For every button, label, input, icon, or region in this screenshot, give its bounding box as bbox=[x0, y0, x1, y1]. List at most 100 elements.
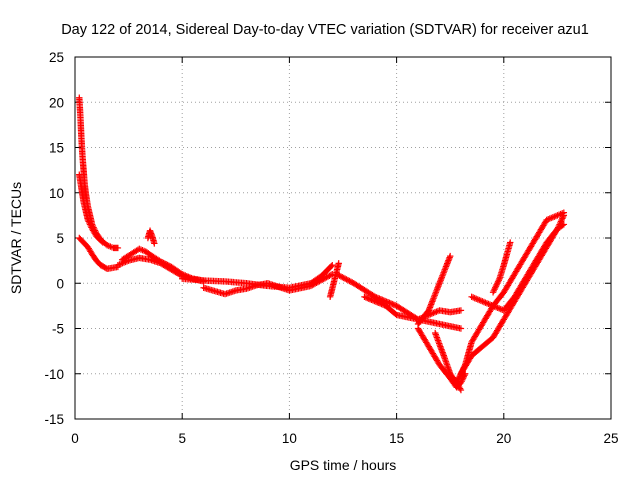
data-point bbox=[454, 376, 462, 384]
data-point bbox=[458, 369, 465, 377]
data-point bbox=[84, 216, 92, 224]
ticks bbox=[74, 56, 612, 420]
data-point bbox=[86, 219, 93, 227]
data-point bbox=[457, 307, 465, 314]
data-point bbox=[473, 295, 480, 302]
data-point bbox=[347, 278, 355, 285]
data-point bbox=[341, 275, 349, 282]
y-tick-label: 20 bbox=[49, 95, 64, 110]
data-point bbox=[543, 216, 550, 224]
series-recovery-c bbox=[453, 209, 568, 386]
series-mid-day-b bbox=[200, 271, 336, 298]
y-tick-label: 10 bbox=[49, 186, 64, 201]
data-point bbox=[123, 258, 131, 265]
x-tick-label: 20 bbox=[496, 431, 511, 446]
y-tick-label: 15 bbox=[49, 141, 64, 156]
y-tick-label: 25 bbox=[49, 50, 64, 65]
series-decay-upper bbox=[76, 94, 122, 252]
data-point bbox=[457, 325, 465, 332]
y-tick-label: -10 bbox=[44, 367, 64, 382]
data-point bbox=[559, 222, 566, 229]
y-axis-label: SDTVAR / TECUs bbox=[8, 182, 24, 294]
data-point bbox=[378, 300, 385, 308]
data-point bbox=[116, 261, 123, 268]
y-tick-labels: -15 -10 -5 0 5 10 15 20 25 bbox=[44, 50, 64, 427]
data-point bbox=[456, 372, 464, 380]
data-point bbox=[377, 296, 385, 303]
data-point bbox=[114, 261, 122, 269]
data-point bbox=[339, 274, 346, 281]
data-point bbox=[548, 214, 555, 222]
data-point bbox=[372, 298, 380, 305]
data-point bbox=[376, 295, 383, 302]
series-drift-b bbox=[118, 245, 207, 285]
data-point bbox=[558, 216, 565, 224]
data-point bbox=[560, 209, 568, 216]
data-point bbox=[507, 239, 514, 246]
data-point bbox=[455, 375, 462, 382]
data-point bbox=[428, 310, 436, 317]
grid bbox=[75, 57, 611, 419]
data-point bbox=[379, 296, 386, 304]
series-descent-cross-a bbox=[414, 325, 469, 391]
x-tick-label: 5 bbox=[178, 431, 186, 446]
data-point bbox=[545, 216, 552, 223]
data-point bbox=[374, 299, 381, 306]
data-point bbox=[361, 293, 368, 301]
data-point bbox=[334, 271, 342, 279]
data-point bbox=[549, 214, 557, 221]
data-point bbox=[457, 371, 464, 378]
data-point bbox=[492, 283, 500, 290]
data-point bbox=[333, 271, 340, 278]
data-point bbox=[447, 252, 454, 260]
data-point bbox=[494, 304, 501, 312]
y-tick-label: 5 bbox=[56, 231, 64, 246]
y-tick-label: -15 bbox=[44, 412, 64, 427]
x-axis-label: GPS time / hours bbox=[290, 457, 397, 473]
data-point bbox=[492, 284, 499, 291]
data-point bbox=[482, 299, 489, 306]
data-point bbox=[460, 365, 467, 373]
data-point bbox=[560, 221, 568, 228]
x-tick-label: 15 bbox=[389, 431, 404, 446]
data-point bbox=[458, 368, 466, 375]
data-point bbox=[376, 300, 384, 307]
data-point bbox=[87, 222, 94, 230]
data-point bbox=[373, 294, 380, 301]
data-point bbox=[474, 296, 481, 303]
data-point bbox=[430, 309, 437, 317]
data-point bbox=[460, 364, 468, 371]
data-point bbox=[386, 299, 393, 307]
data-point bbox=[368, 296, 375, 304]
data-point bbox=[493, 281, 500, 288]
data-point bbox=[454, 378, 461, 385]
data-point bbox=[468, 293, 475, 301]
data-point bbox=[471, 294, 478, 302]
data-point bbox=[114, 244, 122, 252]
data-point bbox=[370, 292, 378, 300]
data-point bbox=[371, 297, 378, 305]
data-point bbox=[99, 239, 107, 246]
data-point bbox=[494, 278, 502, 285]
data-point bbox=[365, 295, 372, 302]
data-point bbox=[337, 273, 345, 280]
data-point bbox=[552, 212, 560, 220]
x-tick-labels: 0 5 10 15 20 25 bbox=[71, 431, 618, 446]
data-point bbox=[343, 276, 350, 283]
chart-title: Day 122 of 2014, Sidereal Day-to-day VTE… bbox=[61, 22, 589, 38]
data-point bbox=[459, 367, 466, 374]
data-point bbox=[86, 221, 94, 228]
data-point bbox=[335, 260, 342, 267]
data-point bbox=[389, 300, 396, 308]
data-point bbox=[433, 308, 440, 315]
data-point bbox=[479, 298, 486, 305]
x-tick-label: 0 bbox=[71, 431, 79, 446]
data-point bbox=[495, 277, 502, 284]
data-point bbox=[453, 379, 460, 386]
data-point bbox=[117, 260, 125, 268]
data-point bbox=[340, 274, 347, 282]
data-point bbox=[546, 215, 553, 222]
data-point bbox=[476, 296, 483, 304]
data-point bbox=[380, 297, 387, 304]
